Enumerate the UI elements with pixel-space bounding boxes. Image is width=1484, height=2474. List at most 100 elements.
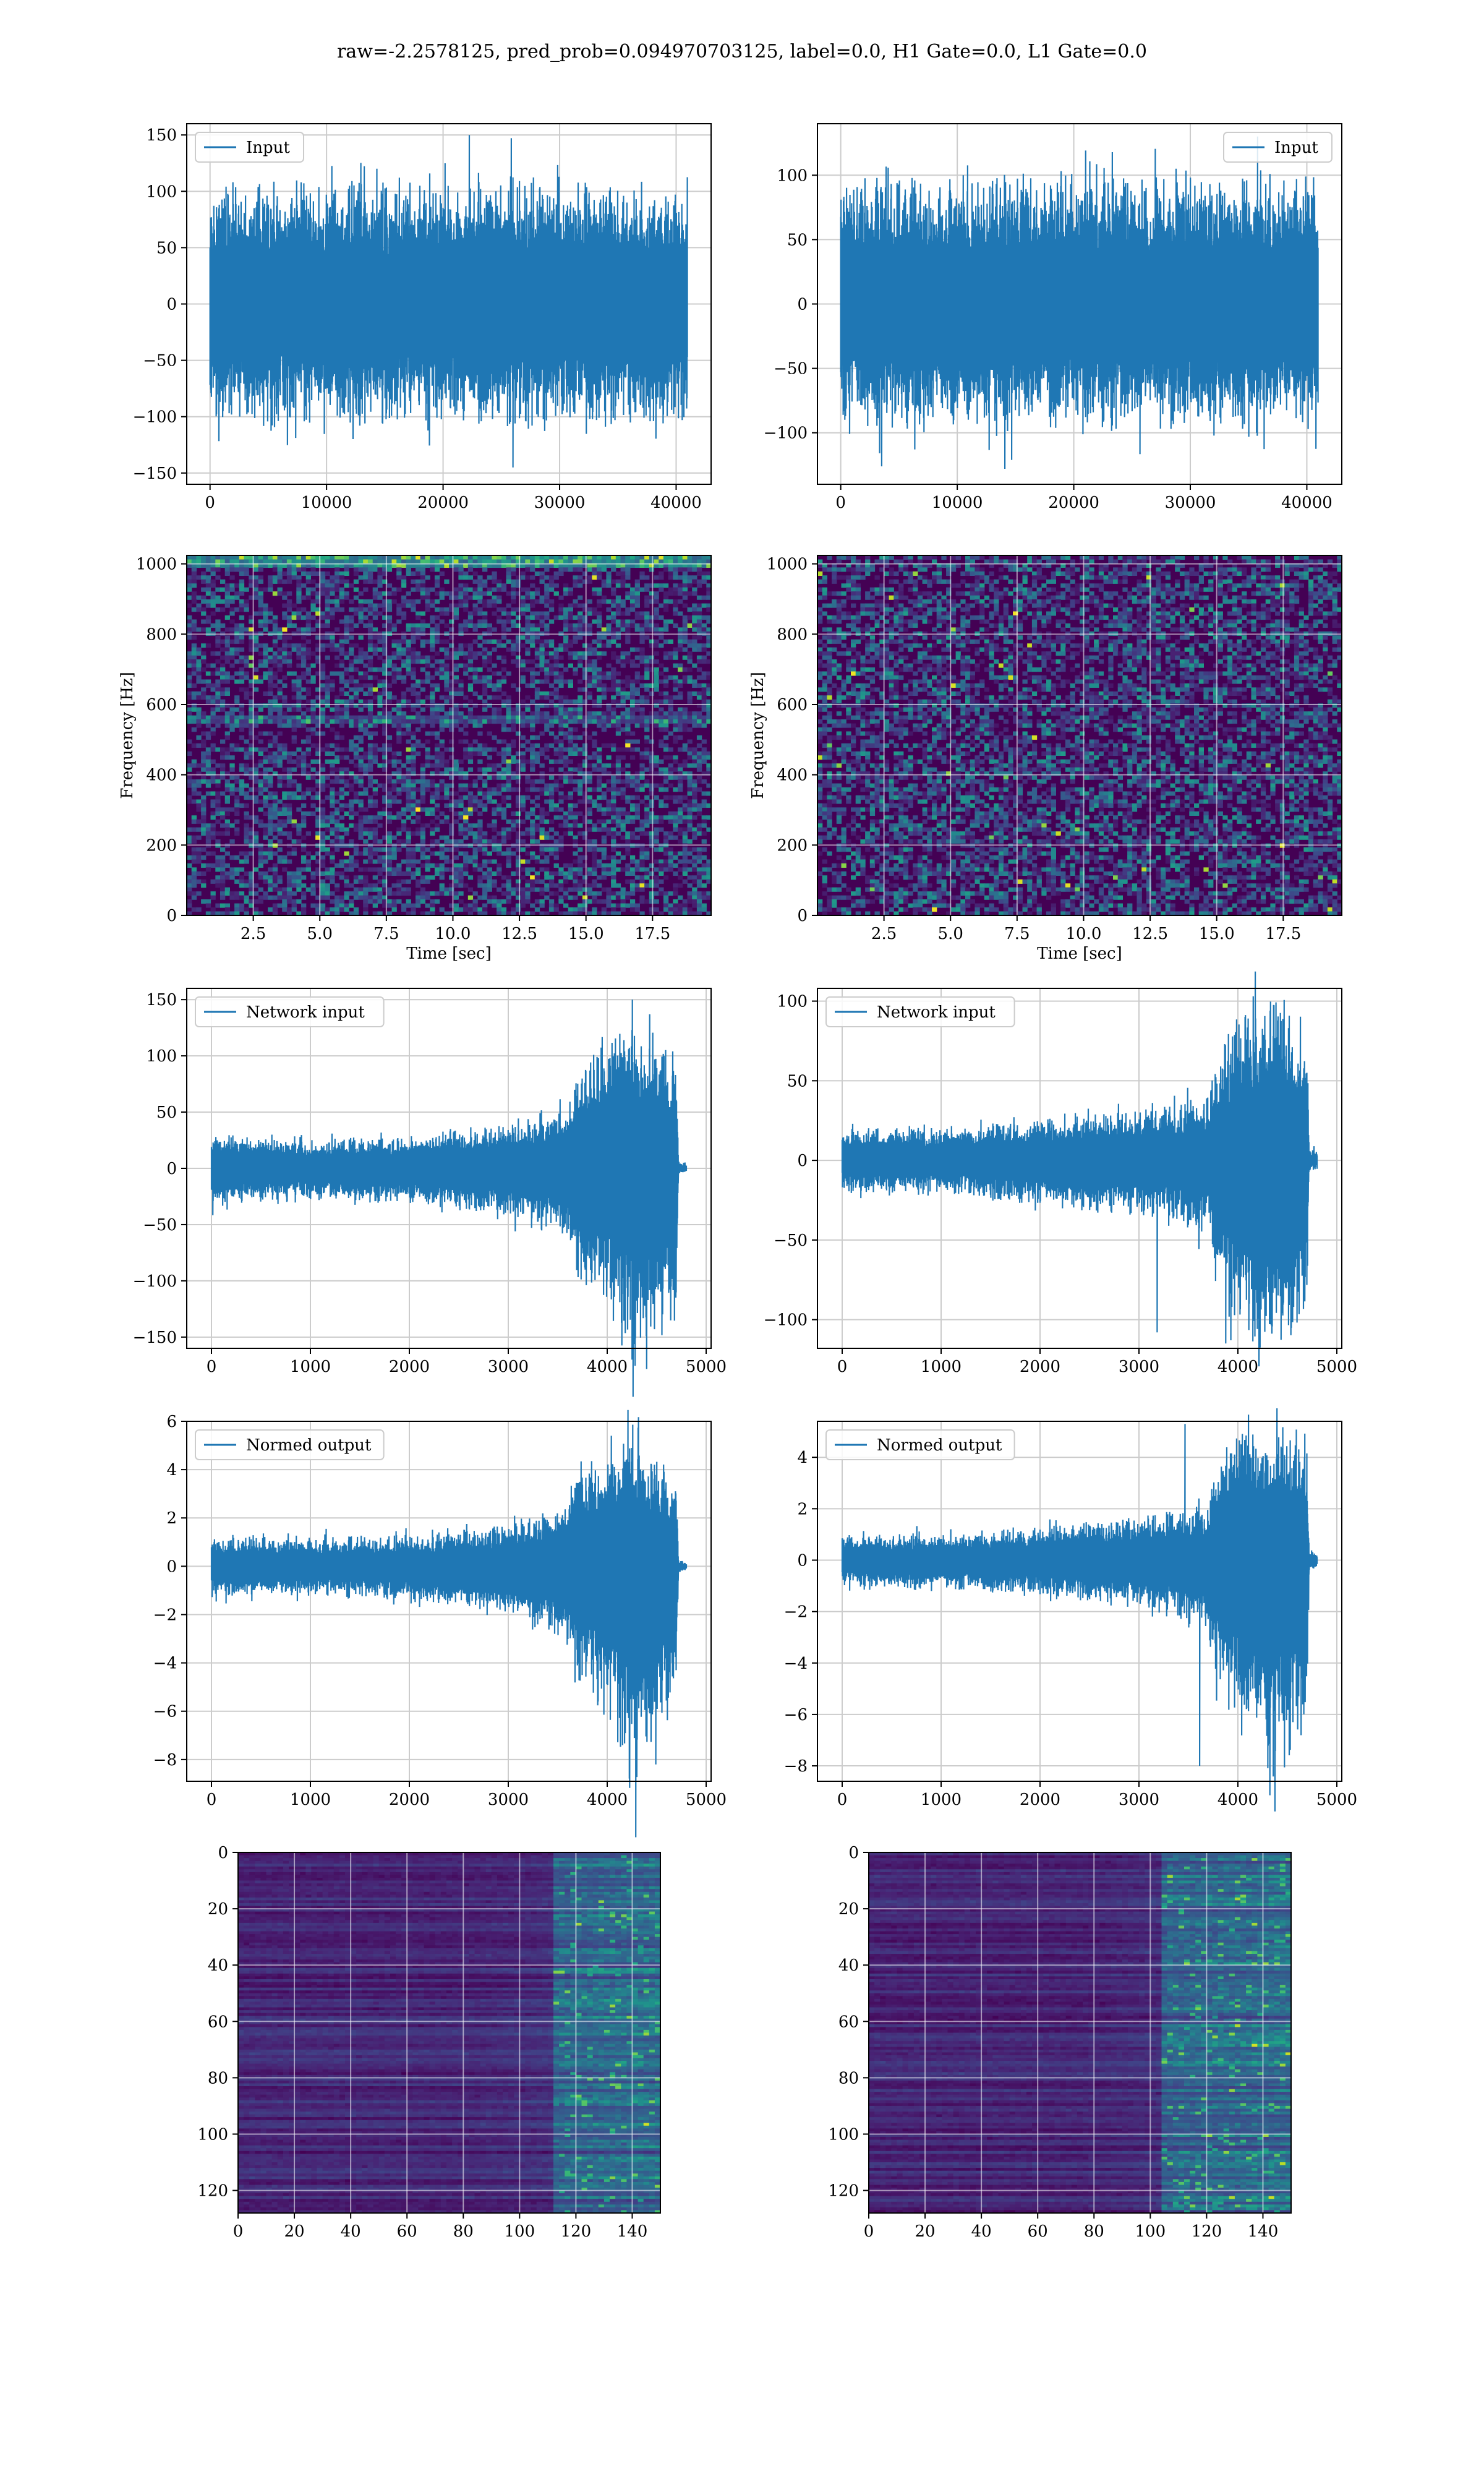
h1-spectrogram-cell <box>521 716 526 720</box>
h1-spectrogram-cell <box>568 680 573 684</box>
h1-spectrogram-cell <box>482 751 487 756</box>
h1-spectrogram-cell <box>635 716 640 720</box>
h1-spectrogram-cell <box>659 643 663 648</box>
h1-spectrogram-cell <box>473 751 478 756</box>
h1-spectrogram-cell <box>644 751 649 756</box>
h1-spectrogram-cell <box>558 708 563 712</box>
h1-spectrogram-cell <box>425 751 430 756</box>
h1-spectrogram-cell <box>287 651 292 656</box>
h1-spectrogram-cell <box>282 612 287 616</box>
h1-spectrogram-cell <box>401 555 406 560</box>
h1-spectrogram-cell <box>354 687 359 691</box>
h1-spectrogram-cell <box>268 680 273 684</box>
h1-spectrogram-cell <box>506 747 511 751</box>
h1-spectrogram-cell <box>544 659 549 664</box>
h1-spectrogram-cell <box>558 747 563 751</box>
h1-spectrogram-cell <box>344 620 349 624</box>
h1-spectrogram-cell <box>349 740 354 744</box>
h1-spectrogram-cell <box>215 640 220 644</box>
h1-spectrogram-cell <box>263 716 268 720</box>
h1-spectrogram-cell <box>392 640 397 644</box>
h1-spectrogram-cell <box>458 664 463 668</box>
h1-spectrogram-cell <box>454 768 459 772</box>
h1-spectrogram-cell <box>373 627 378 631</box>
h1-spectrogram-cell <box>692 604 697 608</box>
h1-spectrogram-cell <box>463 583 468 588</box>
h1-spectrogram-cell <box>335 747 339 751</box>
h1-spectrogram-cell <box>558 567 563 571</box>
h1-spectrogram-cell <box>244 571 249 576</box>
h1-spectrogram-cell <box>625 740 630 744</box>
h1-spectrogram-cell <box>263 659 268 664</box>
h1-spectrogram-cell <box>563 623 568 628</box>
h1-spectrogram-cell <box>678 575 683 580</box>
h1-spectrogram-cell <box>196 735 201 740</box>
h1-spectrogram-cell <box>458 687 463 691</box>
h1-spectrogram-cell <box>215 691 220 696</box>
h1-spectrogram-cell <box>440 755 445 760</box>
h1-spectrogram-cell <box>639 615 644 620</box>
h1-spectrogram-cell <box>229 596 234 600</box>
h1-spectrogram-cell <box>454 719 459 724</box>
h1-spectrogram-cell <box>625 560 630 564</box>
h1-spectrogram-cell <box>683 743 688 748</box>
h1-spectrogram-cell <box>506 575 511 580</box>
h1-spectrogram-cell <box>273 700 278 704</box>
h1-spectrogram-cell <box>616 612 621 616</box>
h1-spectrogram-cell <box>563 635 568 640</box>
h1-spectrogram-cell <box>578 580 582 584</box>
h1-spectrogram-cell <box>492 648 497 652</box>
h1-spectrogram-cell <box>582 555 587 560</box>
h1-input-legend: Input <box>195 132 304 162</box>
h1-spectrogram-cell <box>525 747 530 751</box>
h1-spectrogram-cell <box>387 659 392 664</box>
h1-spectrogram-cell <box>592 567 597 571</box>
h1-spectrogram-cell <box>239 687 244 691</box>
h1-spectrogram-cell <box>497 588 501 592</box>
h1-spectrogram-cell <box>487 651 492 656</box>
h1-spectrogram-cell <box>435 640 440 644</box>
h1-spectrogram-cell <box>549 691 554 696</box>
h1-spectrogram-cell <box>229 743 234 748</box>
h1-spectrogram-cell <box>573 575 578 580</box>
h1-spectrogram-cell <box>521 643 526 648</box>
h1-spectrogram-cell <box>282 755 287 760</box>
h1-spectrogram-cell <box>497 672 501 676</box>
h1-spectrogram-cell <box>487 588 492 592</box>
h1-spectrogram-cell <box>373 667 378 672</box>
h1-spectrogram-cell <box>320 747 325 751</box>
h1-spectrogram-cell <box>211 719 216 724</box>
h1-spectrogram-cell <box>282 656 287 660</box>
h1-spectrogram-cell <box>578 627 582 631</box>
h1-spectrogram-cell <box>649 640 654 644</box>
h1-spectrogram-cell <box>392 763 397 768</box>
h1-spectrogram-cell <box>416 683 420 688</box>
h1-spectrogram-cell <box>683 760 688 764</box>
h1-spectrogram-cell <box>473 667 478 672</box>
h1-spectrogram-cell <box>587 648 592 652</box>
h1-spectrogram-cell <box>254 612 258 616</box>
h1-spectrogram-cell <box>639 612 644 616</box>
h1-spectrogram-cell <box>215 596 220 600</box>
h1-spectrogram-cell <box>196 648 201 652</box>
h1-spectrogram-cell <box>697 627 702 631</box>
h1-spectrogram-cell <box>368 627 373 631</box>
h1-spectrogram-cell <box>396 588 401 592</box>
h1-spectrogram-cell <box>377 555 382 560</box>
h1-spectrogram-cell <box>540 667 545 672</box>
h1-spectrogram-cell <box>578 583 582 588</box>
h1-spectrogram-cell <box>416 555 420 560</box>
h1-spectrogram-cell <box>582 560 587 564</box>
h1-spectrogram-cell <box>625 656 630 660</box>
h1-spectrogram-cell <box>363 755 368 760</box>
h1-spectrogram-cell <box>273 664 278 668</box>
h1-spectrogram-cell <box>611 615 616 620</box>
h1-spectrogram-cell <box>258 588 263 592</box>
h1-spectrogram-cell <box>430 716 435 720</box>
h1-spectrogram-cell <box>549 640 554 644</box>
h1-spectrogram-cell <box>349 560 354 564</box>
h1-spectrogram-cell <box>273 755 278 760</box>
h1-spectrogram-cell <box>268 719 273 724</box>
h1-spectrogram-cell <box>540 643 545 648</box>
h1-spectrogram-cell <box>635 648 640 652</box>
